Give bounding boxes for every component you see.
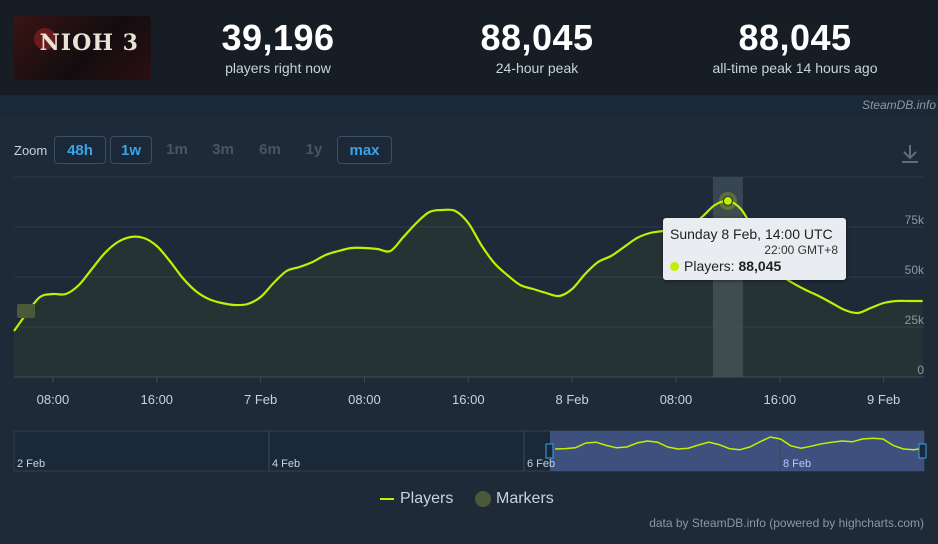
- tooltip-date: Sunday 8 Feb, 14:00 UTC: [670, 226, 833, 242]
- game-logo: NIOH 3: [39, 30, 139, 56]
- chart-tooltip: Sunday 8 Feb, 14:00 UTC 22:00 GMT+8 Play…: [663, 218, 846, 280]
- chart-grid: [14, 176, 924, 378]
- x-tick-label: 08:00: [348, 392, 381, 407]
- stats-header: NIOH 3 39,196 players right now 88,045 2…: [0, 0, 938, 95]
- navigator-selection: [550, 431, 924, 471]
- x-tick-label: 9 Feb: [867, 392, 900, 407]
- x-tick-label: 08:00: [37, 392, 70, 407]
- tooltip-value-row: Players: 88,045: [670, 258, 781, 274]
- zoom-max-button[interactable]: max: [337, 136, 392, 164]
- stat-label: players right now: [225, 60, 331, 76]
- stat-value: 88,045: [480, 17, 594, 58]
- x-tick-label: 08:00: [660, 392, 693, 407]
- tooltip-series-dot: [670, 262, 679, 271]
- game-thumbnail[interactable]: NIOH 3: [14, 16, 151, 80]
- navigator-right-handle: [918, 443, 927, 459]
- stat-current-players: 39,196 players right now: [203, 18, 353, 78]
- zoom-48h-button[interactable]: 48h: [54, 136, 106, 164]
- x-tick-label: 16:00: [141, 392, 174, 407]
- tooltip-series-name: Players:: [684, 258, 735, 274]
- navigator-label: 4 Feb: [272, 458, 300, 470]
- zoom-6m-button[interactable]: 6m: [259, 141, 281, 158]
- x-tick-label: 8 Feb: [556, 392, 589, 407]
- navigator-label: 6 Feb: [527, 458, 555, 470]
- navigator-label: 8 Feb: [783, 458, 811, 470]
- stat-label: all-time peak 14 hours ago: [712, 60, 878, 76]
- y-tick-label: 25k: [905, 313, 925, 327]
- navigator-label: 2 Feb: [17, 458, 45, 470]
- zoom-3m-button[interactable]: 3m: [212, 141, 234, 158]
- legend-players[interactable]: Players: [400, 490, 454, 507]
- download-icon[interactable]: [898, 142, 922, 166]
- zoom-1w-button[interactable]: 1w: [110, 136, 152, 164]
- peak-point: [722, 195, 733, 206]
- x-tick-label: 7 Feb: [244, 392, 277, 407]
- stat-label: 24-hour peak: [495, 60, 579, 76]
- x-tick-label: 16:00: [764, 392, 797, 407]
- thumbnail-moon-shape: [34, 28, 56, 50]
- x-tick-label: 16:00: [452, 392, 485, 407]
- y-tick-label: 50k: [905, 263, 925, 277]
- stat-value: 88,045: [738, 17, 852, 58]
- zoom-1y-button[interactable]: 1y: [305, 141, 323, 158]
- tooltip-value: 88,045: [738, 258, 782, 274]
- tooltip-local-time: 22:00 GMT+8: [764, 243, 838, 257]
- highcharts-credit[interactable]: data by SteamDB.info (powered by highcha…: [649, 516, 924, 530]
- zoom-1m-button[interactable]: 1m: [166, 141, 188, 158]
- chart-panel: [0, 116, 938, 544]
- steamdb-credit[interactable]: SteamDB.info: [861, 98, 936, 112]
- y-tick-label: 75k: [905, 213, 925, 227]
- y-tick-label: 0: [917, 363, 924, 377]
- marker-flag: [17, 304, 35, 318]
- stat-24h-peak: 88,045 24-hour peak: [462, 18, 612, 78]
- legend-markers-symbol: [475, 491, 491, 507]
- legend-markers[interactable]: Markers: [496, 490, 554, 507]
- navigator-left-handle: [545, 443, 554, 459]
- zoom-label: Zoom: [14, 143, 48, 158]
- navigator-line: [554, 436, 925, 451]
- stat-value: 39,196: [221, 17, 335, 58]
- stat-all-time-peak: 88,045 all-time peak 14 hours ago: [690, 18, 900, 78]
